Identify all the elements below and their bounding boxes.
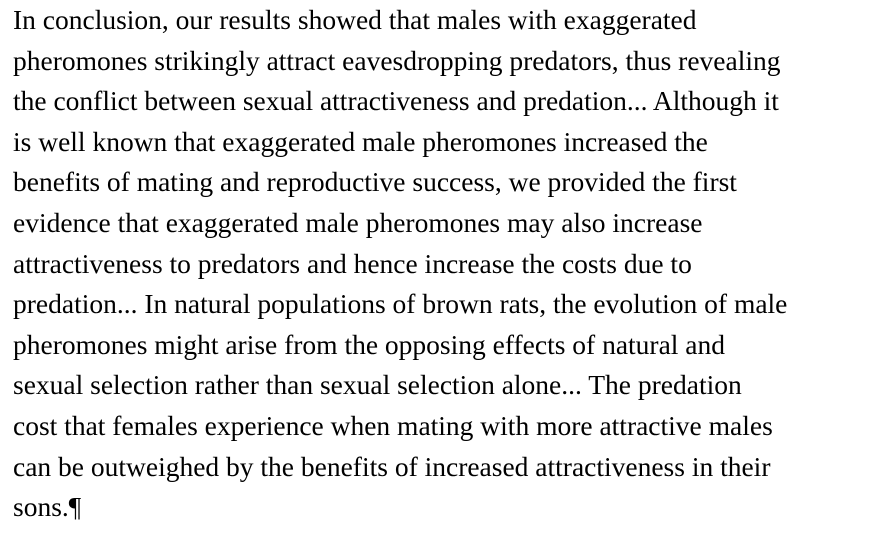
text-line: pheromones strikingly attract eavesdropp… [13, 44, 781, 76]
text-line: sons.¶ [13, 491, 82, 523]
text-line: is well known that exaggerated male pher… [13, 125, 708, 157]
text-line: attractiveness to predators and hence in… [13, 247, 692, 279]
text-line: can be outweighed by the benefits of inc… [13, 450, 771, 482]
text-line: evidence that exaggerated male pheromone… [13, 207, 703, 238]
text-line: sexual selection rather than sexual sele… [13, 369, 742, 401]
text-line: the conflict between sexual attractivene… [13, 85, 779, 117]
text-line: pheromones might arise from the opposing… [13, 328, 726, 360]
text-line: predation... In natural populations of b… [13, 288, 788, 320]
text-line: In conclusion, our results showed that m… [13, 4, 697, 35]
text-line: cost that females experience when mating… [13, 410, 773, 441]
text-line: benefits of mating and reproductive succ… [13, 166, 737, 198]
